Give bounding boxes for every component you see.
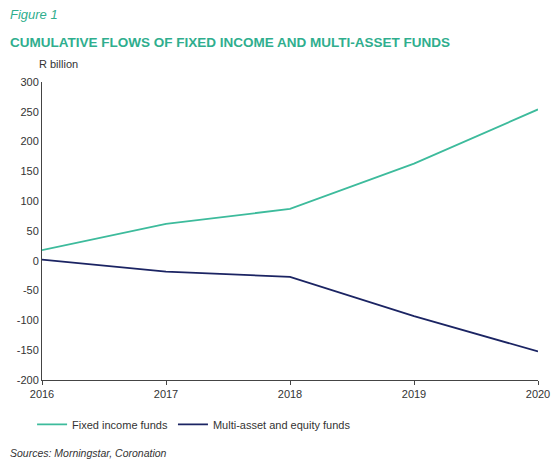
- svg-text:300: 300: [20, 76, 38, 88]
- svg-text:Multi-asset and equity funds: Multi-asset and equity funds: [213, 419, 350, 431]
- svg-text:2018: 2018: [278, 388, 302, 400]
- svg-text:150: 150: [20, 165, 38, 177]
- svg-text:-100: -100: [17, 314, 39, 326]
- svg-text:-150: -150: [17, 344, 39, 356]
- svg-text:2017: 2017: [154, 388, 178, 400]
- svg-text:-50: -50: [23, 284, 39, 296]
- svg-text:-200: -200: [17, 374, 39, 386]
- svg-text:R billion: R billion: [39, 58, 78, 70]
- svg-text:Sources: Morningstar, Coronati: Sources: Morningstar, Coronation: [10, 447, 167, 459]
- svg-text:2019: 2019: [402, 388, 426, 400]
- svg-text:Figure 1: Figure 1: [10, 7, 58, 22]
- svg-text:CUMULATIVE FLOWS OF FIXED INCO: CUMULATIVE FLOWS OF FIXED INCOME AND MUL…: [10, 35, 450, 50]
- svg-text:50: 50: [27, 225, 39, 237]
- svg-text:0: 0: [33, 255, 39, 267]
- svg-text:2020: 2020: [526, 388, 550, 400]
- svg-text:Fixed income funds: Fixed income funds: [72, 419, 168, 431]
- svg-text:100: 100: [20, 195, 38, 207]
- svg-text:250: 250: [20, 106, 38, 118]
- svg-text:2016: 2016: [30, 388, 54, 400]
- svg-text:200: 200: [20, 135, 38, 147]
